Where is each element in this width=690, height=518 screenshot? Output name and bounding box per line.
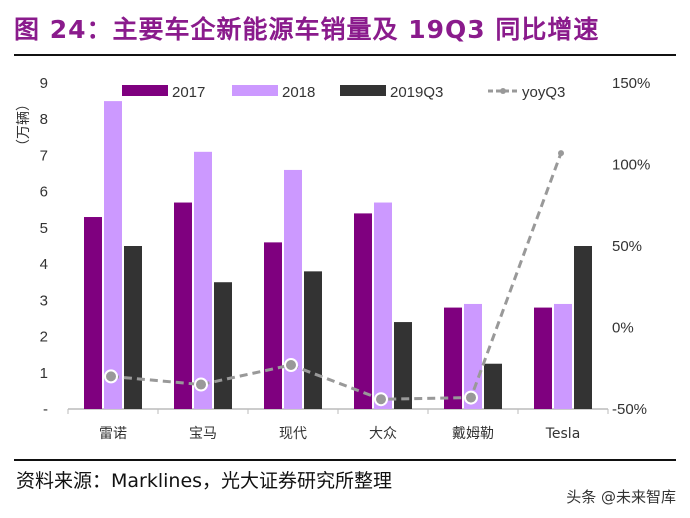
bar-2017 [84, 217, 102, 409]
legend-swatch [122, 85, 168, 96]
y-tick-label: - [43, 401, 48, 418]
source-divider [14, 459, 676, 461]
x-tick-label: 大众 [369, 426, 397, 442]
bar-2019Q3 [214, 282, 232, 409]
chart: - 1 2 3 4 5 6 7 8 9 -50% 0% 50% 100% 150% （万辆） 雷诺 宝马 现代 大众 戴… [16, 75, 650, 442]
bar-2018 [554, 303, 572, 409]
y-tick-label: 7 [40, 147, 48, 164]
bar-2019Q3 [304, 271, 322, 409]
point-yoyQ3 [284, 357, 298, 372]
y2-tick-label: 0% [612, 320, 634, 337]
legend-label: yoyQ3 [522, 84, 565, 101]
point-yoyQ3 [104, 369, 118, 384]
bar-2018 [284, 169, 302, 409]
point-yoyQ3 [374, 392, 388, 407]
legend-swatch [340, 85, 386, 96]
y-tick-label: 1 [40, 365, 48, 382]
legend-swatch [232, 85, 278, 96]
bar-2019Q3 [574, 246, 592, 409]
y-tick-label: 2 [40, 329, 48, 346]
y-tick-label: 6 [40, 184, 48, 201]
y-tick-label: 8 [40, 111, 48, 128]
title-divider [14, 54, 676, 56]
y-tick-label: 5 [40, 220, 48, 237]
y-tick-label: 4 [40, 256, 48, 273]
bar-2018 [194, 151, 212, 410]
legend-label: 2017 [172, 84, 205, 101]
x-tick-label: 现代 [279, 426, 307, 442]
y2-tick-label: 100% [612, 157, 650, 174]
y-axis-label: （万辆） [16, 97, 32, 153]
y-tick-label: 3 [40, 292, 48, 309]
chart-title: 图 24：主要车企新能源车销量及 19Q3 同比增速 [14, 15, 600, 44]
source-note: 资料来源：Marklines，光大证券研究所整理 [16, 470, 393, 492]
bar-2017 [534, 307, 552, 409]
x-tick-label: 宝马 [189, 426, 217, 442]
point-yoyQ3 [194, 377, 208, 392]
y-tick-label: 9 [40, 75, 48, 92]
point-yoyQ3 [464, 390, 478, 405]
y2-tick-label: -50% [612, 401, 647, 418]
bar-2017 [264, 242, 282, 409]
bar-2018 [104, 101, 122, 409]
legend-marker [500, 88, 506, 94]
point-yoyQ3 [558, 150, 564, 157]
bar-2019Q3 [124, 246, 142, 409]
bar-2017 [444, 307, 462, 409]
bar-2019Q3 [394, 322, 412, 409]
legend-label: 2018 [282, 84, 315, 101]
bar-2017 [174, 202, 192, 409]
y2-tick-label: 50% [612, 238, 642, 255]
y2-tick-label: 150% [612, 75, 650, 92]
bar-2017 [354, 213, 372, 409]
bar-2018 [374, 202, 392, 409]
watermark: 头条 @未来智库 [566, 488, 676, 506]
x-tick-label: 雷诺 [99, 426, 127, 442]
bar-2019Q3 [484, 363, 502, 409]
x-tick-label: 戴姆勒 [452, 426, 494, 442]
legend-label: 2019Q3 [390, 84, 443, 101]
x-tick-label: Tesla [545, 426, 581, 442]
